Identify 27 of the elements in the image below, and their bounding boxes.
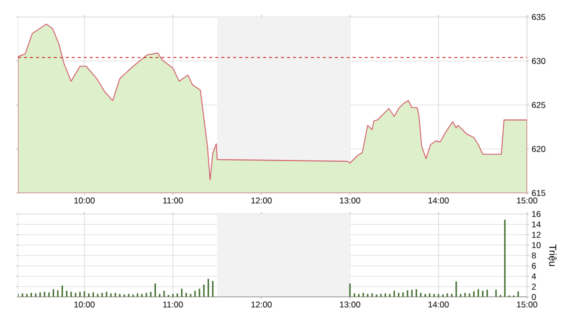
- x-tick-label: 14:00: [428, 302, 449, 308]
- x-tick-label: 12:00: [251, 302, 272, 308]
- x-tick-label: 11:00: [163, 302, 183, 308]
- x-tick-label: 10:00: [74, 198, 95, 204]
- y-tick-label: 12: [532, 232, 541, 238]
- y-tick-label: 630: [532, 58, 546, 64]
- x-tick-label: 15:00: [517, 198, 538, 204]
- y-axis-title: Triệu: [548, 244, 557, 266]
- x-tick-label: 11:00: [163, 198, 183, 204]
- x-tick-label: 13:00: [340, 302, 360, 308]
- y-tick-label: 6: [532, 262, 536, 269]
- x-tick-label: 12:00: [251, 198, 272, 204]
- x-tick-label: 15:00: [517, 302, 538, 308]
- y-tick-label: 635: [532, 14, 546, 20]
- y-tick-label: 620: [532, 146, 546, 152]
- y-tick-label: 4: [532, 273, 536, 280]
- x-tick-label: 14:00: [428, 198, 449, 204]
- y-tick-label: 615: [532, 190, 546, 196]
- y-tick-label: 16: [532, 211, 541, 217]
- x-tick-label: 13:00: [340, 198, 360, 204]
- x-tick-label: 10:00: [74, 302, 95, 308]
- y-tick-label: 625: [532, 102, 546, 108]
- y-tick-label: 0: [532, 294, 536, 300]
- y-tick-label: 8: [532, 252, 536, 258]
- y-tick-label: 14: [532, 221, 541, 228]
- y-tick-label: 2: [532, 284, 536, 290]
- y-tick-label: 10: [532, 242, 541, 248]
